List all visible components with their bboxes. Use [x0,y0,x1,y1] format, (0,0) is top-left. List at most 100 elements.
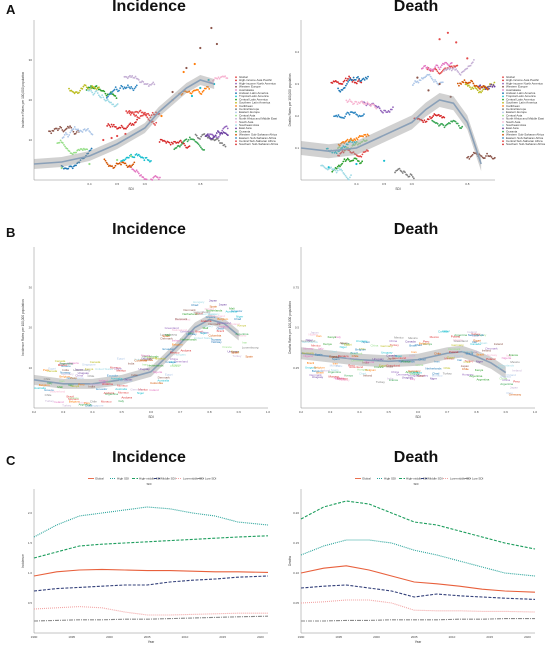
data-point [427,118,430,121]
country-label: Hungary [175,352,187,356]
country-label: Ireland [482,349,492,353]
data-point [79,159,82,162]
data-point [68,134,71,136]
data-point [94,87,97,90]
data-point [125,86,128,89]
legend-label: Eastern Sub-Saharan Africa [506,136,544,140]
country-label: Ireland [512,368,522,372]
country-label: Mali [229,306,235,310]
data-point [375,107,378,110]
data-point [116,103,119,105]
data-point [492,84,495,87]
data-point [470,88,473,91]
legend-label: Central Latin America [239,97,268,101]
data-point [63,133,66,136]
data-point [348,139,351,141]
data-point [188,90,191,93]
country-label: Germany [408,369,421,373]
data-point [170,141,173,144]
country-label: Greenland [59,361,73,365]
data-point [411,84,414,86]
legend-marker [235,143,237,146]
legend-marker [502,127,504,130]
data-point [194,133,197,136]
data-point [338,146,340,149]
country-label: Greenland [301,339,315,343]
data-point [338,154,341,157]
data-point [355,100,358,103]
country-label: India [333,355,340,359]
data-point [364,133,367,136]
data-point [103,158,106,161]
x-tick-label: 0.8 [465,182,470,186]
x-axis-label: SDI [395,187,400,191]
data-point [378,107,381,110]
data-point [473,58,475,61]
country-label: Iran [106,380,112,384]
data-point [354,143,357,145]
data-point [436,122,439,125]
data-point [440,114,442,117]
data-point [226,77,229,80]
data-point [362,135,364,138]
country-label: Iran [333,361,339,365]
data-point [68,126,70,129]
data-point [226,134,229,137]
country-label: Japan [310,331,319,335]
data-point [353,144,356,147]
data-point [348,79,351,82]
data-point [217,130,219,132]
country-label: Chad [418,357,426,361]
data-point [449,95,452,98]
x-tick-label: 2000 [373,635,380,639]
country-label: India [88,384,95,388]
data-point [120,124,123,127]
data-point [135,121,137,123]
legend-label: Eastern Sub-Saharan Africa [239,136,277,140]
legend-marker [235,101,237,104]
country-label: Mexico [408,336,418,340]
data-point [366,133,369,136]
data-point [217,139,220,142]
country-label: France [374,365,384,369]
country-label: Kenya [323,342,332,346]
data-point [174,140,176,143]
legend-label: Southeast Asia [239,123,259,127]
data-point [65,127,68,130]
legend-label: Western Europe [239,85,261,89]
data-point [125,164,128,167]
data-point [200,93,203,95]
data-point [173,148,176,151]
country-label: Netherlands [142,354,159,358]
data-point [467,155,470,158]
data-point [493,156,496,159]
data-point [114,164,117,167]
legend-marker [235,121,237,123]
legend-label: East Asia [506,126,519,130]
data-point [349,137,352,140]
data-point [133,161,136,164]
x-tick-label: 0.8 [207,410,212,414]
country-label: Hungary [408,373,420,377]
data-point [489,85,492,88]
x-tick-label: 1995 [68,635,75,639]
data-point [128,112,131,115]
data-point [131,164,134,167]
data-point [436,64,439,67]
country-label: Chile [434,351,441,355]
legend-label: Central Asia [506,113,523,117]
country-label: Greenland [217,321,231,325]
data-point [144,111,146,114]
data-point [88,130,91,132]
data-point [155,121,158,124]
legend-marker [235,98,237,101]
data-point [184,144,186,147]
country-label: India [131,373,138,377]
data-point [137,78,140,81]
data-point [471,153,474,156]
data-point [481,86,484,89]
legend-label: Low-middle SDI [183,477,204,481]
data-point [126,77,129,80]
plot-a-death: Death 0.4 0.5 0.6 0.8 0.1 0.2 0.3 0.4 SDI Deaths … [285,0,547,210]
data-point [111,90,114,93]
